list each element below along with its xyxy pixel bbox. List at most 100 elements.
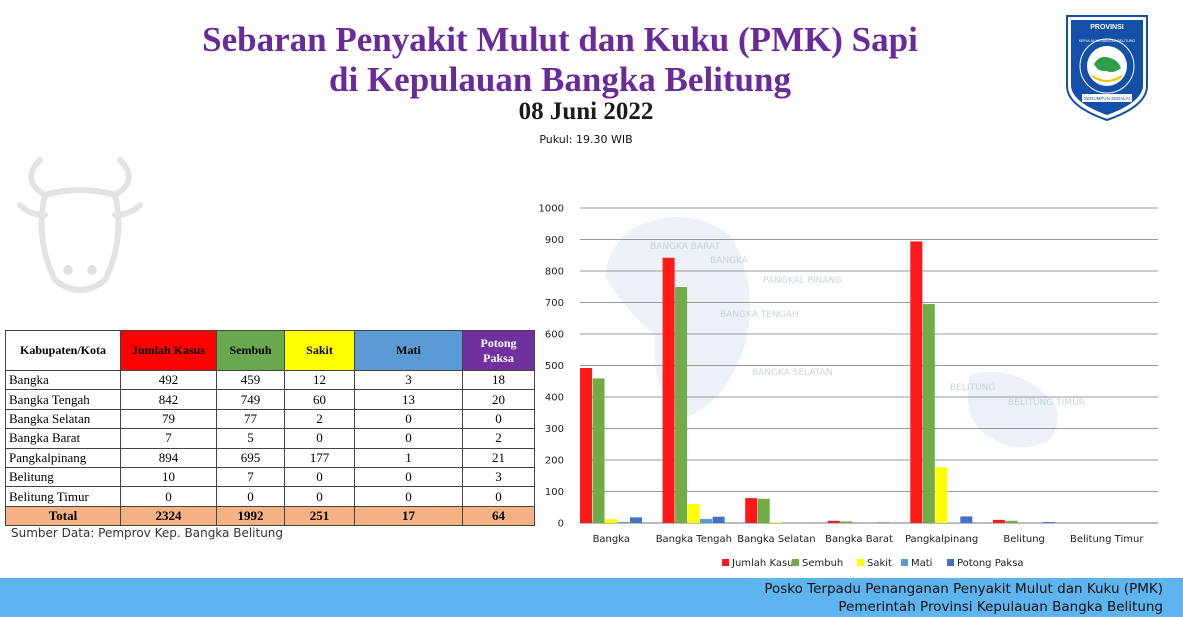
case-table: Kabupaten/Kota Jumlah Kasus Sembuh Sakit… — [5, 330, 535, 527]
cell-region: Bangka Barat — [5, 428, 121, 449]
cell-jumlah-kasus: 79 — [120, 408, 217, 430]
cell-mati: 3 — [354, 369, 463, 391]
map-label: PANGKAL PINANG — [763, 276, 842, 286]
cell-region: Belitung Timur — [5, 486, 121, 507]
cell-potong-paksa: 2 — [462, 428, 535, 449]
cell-region: Bangka Tengah — [5, 389, 121, 410]
col-header-potong-paksa: Potong Paksa — [462, 330, 535, 371]
table-row: Belitung 10 7 0 0 3 — [5, 466, 535, 488]
cell-total-label: Total — [5, 505, 121, 527]
x-tick-label: Bangka Tengah — [656, 534, 732, 545]
bar — [992, 519, 1005, 523]
y-tick-label: 900 — [545, 235, 564, 246]
footer-line-1: Posko Terpadu Penanganan Penyakit Mulut … — [764, 581, 1163, 597]
bar — [712, 516, 725, 523]
cell-mati: 13 — [354, 389, 463, 410]
legend-label: Mati — [911, 558, 932, 569]
x-tick-label: Bangka — [593, 534, 630, 545]
cell-potong-paksa: 3 — [462, 466, 535, 488]
bar — [757, 498, 770, 523]
legend-swatch — [901, 559, 908, 566]
cell-jumlah-kasus: 0 — [120, 486, 217, 507]
bar — [910, 241, 923, 523]
cell-total-sembuh: 1992 — [216, 505, 285, 527]
cell-potong-paksa: 18 — [462, 369, 535, 391]
bar — [1042, 522, 1055, 523]
cell-mati: 0 — [354, 486, 463, 507]
cell-mati: 1 — [354, 447, 463, 468]
table-row: Bangka Tengah 842 749 60 13 20 — [5, 389, 535, 410]
report-date: 08 Juni 2022 — [518, 98, 654, 125]
cell-potong-paksa: 21 — [462, 447, 535, 468]
bar — [877, 522, 890, 523]
cell-sembuh: 77 — [216, 408, 285, 430]
legend-swatch — [947, 559, 954, 566]
y-tick-label: 800 — [545, 267, 564, 278]
cell-sembuh: 459 — [216, 369, 285, 391]
map-label: BANGKA TENGAH — [720, 310, 799, 320]
logo-ring-text: KEPULAUAN BANGKA BELITUNG — [1079, 39, 1136, 43]
bar — [935, 467, 948, 523]
col-header-kabupaten: Kabupaten/Kota — [5, 330, 121, 371]
cell-sembuh: 5 — [216, 428, 285, 449]
y-tick-label: 400 — [545, 393, 564, 404]
bar — [580, 368, 593, 523]
data-source: Sumber Data: Pemprov Kep. Bangka Belitun… — [11, 526, 284, 540]
bar — [960, 516, 973, 523]
table-total-row: Total 2324 1992 251 17 64 — [5, 505, 535, 527]
bar — [745, 498, 758, 523]
y-tick-label: 300 — [545, 424, 564, 435]
map-label: BELITUNG — [950, 383, 995, 393]
cell-total-jumlah-kasus: 2324 — [120, 505, 217, 527]
legend-label: Sakit — [867, 558, 892, 569]
cell-sakit: 2 — [284, 408, 355, 430]
x-tick-label: Bangka Barat — [825, 534, 893, 545]
title-line-1: Sebaran Penyakit Mulut dan Kuku (PMK) Sa… — [202, 20, 918, 59]
col-header-sakit: Sakit — [284, 330, 355, 371]
cell-total-sakit: 251 — [284, 505, 355, 527]
bar — [1005, 520, 1018, 523]
legend-label: Potong Paksa — [957, 558, 1024, 569]
y-tick-label: 700 — [545, 298, 564, 309]
map-label: BANGKA BARAT — [650, 242, 720, 252]
cell-sakit: 177 — [284, 447, 355, 468]
y-tick-label: 600 — [545, 330, 564, 341]
cell-region: Belitung — [5, 466, 121, 488]
map-label: BANGKA SELATAN — [752, 368, 833, 378]
cell-region: Pangkalpinang — [5, 447, 121, 468]
table-row: Bangka Barat 7 5 0 0 2 — [5, 428, 535, 449]
bar — [687, 504, 700, 523]
y-tick-label: 500 — [545, 361, 564, 372]
cell-sembuh: 749 — [216, 389, 285, 410]
bar — [592, 378, 605, 523]
cell-total-potong-paksa: 64 — [462, 505, 535, 527]
legend-swatch — [857, 559, 864, 566]
x-tick-label: Pangkalpinang — [905, 534, 978, 545]
footer-line-2: Pemerintah Provinsi Kepulauan Bangka Bel… — [838, 599, 1163, 615]
bar-chart: BANGKA BARAT BANGKA PANGKAL PINANG BANGKA T… — [539, 204, 1158, 569]
cell-potong-paksa: 0 — [462, 486, 535, 507]
y-tick-label: 200 — [545, 456, 564, 467]
cell-sembuh: 7 — [216, 466, 285, 488]
cell-mati: 0 — [354, 408, 463, 430]
province-emblem-icon: PROVINSI KEPULAUAN BANGKA BELITUNG SERUM… — [1066, 15, 1148, 122]
cell-sakit: 0 — [284, 466, 355, 488]
legend-label: Jumlah Kasus — [731, 558, 799, 569]
report-time: Pukul: 19.30 WIB — [539, 133, 633, 146]
cell-jumlah-kasus: 7 — [120, 428, 217, 449]
cell-sakit: 60 — [284, 389, 355, 410]
cell-sakit: 0 — [284, 428, 355, 449]
table-header-row: Kabupaten/Kota Jumlah Kasus Sembuh Sakit… — [5, 330, 535, 371]
col-header-jumlah-kasus: Jumlah Kasus — [120, 330, 217, 371]
cell-mati: 0 — [354, 428, 463, 449]
cow-watermark-icon — [17, 157, 143, 293]
bar — [662, 257, 675, 523]
cell-region: Bangka Selatan — [5, 408, 121, 430]
table-row: Bangka Selatan 79 77 2 0 0 — [5, 408, 535, 430]
bar — [630, 517, 643, 523]
cell-jumlah-kasus: 842 — [120, 389, 217, 410]
table-row: Bangka 492 459 12 3 18 — [5, 369, 535, 391]
x-tick-label: Belitung — [1003, 534, 1045, 545]
logo-top-text: PROVINSI — [1090, 24, 1124, 31]
footer-banner: Posko Terpadu Penanganan Penyakit Mulut … — [0, 578, 1183, 617]
